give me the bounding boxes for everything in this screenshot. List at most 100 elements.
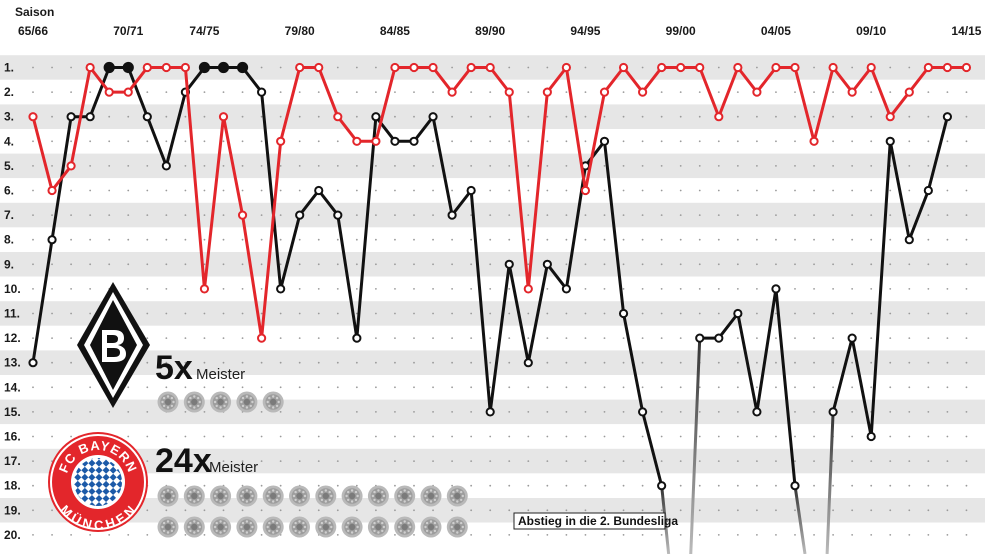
grid-dot [756, 460, 758, 462]
grid-dot [184, 361, 187, 364]
grid-dot [775, 115, 777, 118]
grid-dot [622, 460, 625, 462]
grid-dot [794, 411, 796, 413]
grid-dot [946, 534, 949, 536]
grid-dot [946, 165, 949, 167]
grid-dot [775, 189, 777, 192]
grid-dot [698, 386, 701, 389]
y-tick-label: 12. [4, 331, 21, 345]
grid-dot [775, 361, 777, 364]
y-tick-label: 4. [4, 134, 14, 148]
grid-dot [298, 411, 301, 413]
grid-dot [298, 509, 301, 512]
data-point [618, 308, 629, 319]
data-point [695, 333, 705, 343]
trophy-plate-icon [210, 516, 232, 538]
grid-dot [736, 288, 739, 290]
data-point [676, 62, 686, 73]
grid-dot [870, 337, 873, 339]
grid-dot [717, 361, 720, 364]
grid-dot [546, 411, 549, 413]
grid-dot [260, 140, 263, 143]
grid-dot [375, 288, 377, 290]
data-point [180, 62, 190, 73]
grid-dot [279, 214, 282, 217]
series-line [31, 66, 967, 340]
grid-dot [470, 288, 473, 290]
grid-dot [546, 312, 549, 315]
grid-dot [70, 435, 72, 438]
grid-dot [165, 361, 168, 364]
grid-dot [927, 460, 930, 462]
grid-dot [279, 361, 282, 364]
grid-dot [889, 312, 892, 315]
grid-dot [794, 115, 796, 118]
grid-dot [946, 337, 949, 339]
grid-dot [32, 484, 34, 487]
data-point [333, 210, 343, 220]
grid-dot [375, 214, 377, 217]
grid-dot [622, 165, 625, 167]
grid-dot [146, 288, 149, 290]
grid-dot [203, 411, 206, 413]
data-point [866, 62, 876, 73]
x-tick-label: 84/85 [380, 24, 410, 38]
grid-dot [622, 484, 625, 487]
grid-dot [927, 214, 930, 217]
grid-dot [756, 66, 758, 69]
grid-dot [279, 312, 282, 315]
grid-dot [127, 288, 130, 290]
grid-dot [51, 115, 53, 118]
data-point [561, 62, 572, 73]
grid-dot [889, 337, 892, 339]
grid-dot [889, 214, 892, 217]
grid-dot [298, 238, 301, 241]
grid-dot [641, 361, 644, 364]
grid-dot [546, 435, 549, 438]
grid-dot [375, 238, 377, 241]
data-point [390, 136, 400, 146]
grid-dot [241, 140, 244, 143]
grid-dot [794, 534, 796, 536]
grid-dot [851, 534, 854, 536]
grid-dot [165, 509, 168, 512]
grid-dot [813, 288, 815, 290]
grid-dot [32, 312, 34, 315]
grid-dot [32, 435, 34, 438]
grid-dot [641, 165, 644, 167]
grid-dot [908, 411, 911, 413]
grid-dot [698, 263, 701, 266]
grid-dot [622, 263, 625, 266]
grid-dot [241, 91, 244, 93]
grid-dot [660, 189, 663, 192]
data-point [771, 62, 781, 73]
grid-dot [165, 312, 168, 315]
grid-dot [89, 312, 92, 315]
grid-dot [698, 509, 701, 512]
trophy-plate-icon [289, 516, 310, 538]
grid-dot [851, 165, 854, 167]
grid-dot [375, 91, 377, 93]
grid-dot [279, 337, 282, 339]
grid-dot [432, 165, 434, 167]
grid-dot [660, 165, 663, 167]
row-band [0, 424, 985, 449]
grid-dot [241, 435, 244, 438]
trophy-plate-icon [341, 485, 363, 507]
relegation-note: Abstieg in die 2. Bundesliga [513, 512, 678, 530]
grid-dot [927, 361, 930, 364]
grid-dot [260, 460, 263, 462]
row-band [0, 227, 985, 252]
grid-dot [184, 337, 187, 339]
grid-dot [146, 534, 149, 536]
grid-dot [832, 484, 834, 487]
grid-dot [184, 115, 187, 118]
grid-dot [565, 263, 568, 266]
grid-dot [851, 115, 854, 118]
grid-dot [489, 288, 492, 290]
grid-dot [413, 460, 415, 462]
grid-dot [851, 140, 854, 143]
grid-dot [870, 214, 873, 217]
grid-dot [603, 337, 606, 339]
grid-dot [889, 263, 892, 266]
